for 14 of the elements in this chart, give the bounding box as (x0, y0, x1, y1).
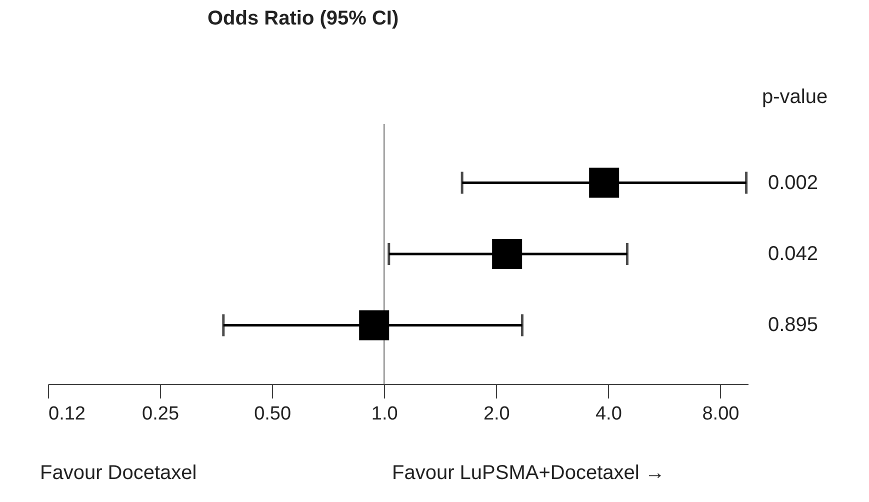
text: 0.895 (768, 314, 818, 336)
text: Favour LuPSMA+Docetaxel → (392, 462, 665, 485)
x-tick-label: 0.50 (254, 404, 292, 424)
x-tick-label: 2.0 (483, 404, 510, 424)
x-tick-label: 0.25 (142, 404, 180, 424)
text: Favour Docetaxel (40, 462, 197, 485)
x-tick-label: 4.0 (595, 404, 622, 424)
text: 0.002 (768, 172, 818, 194)
text: 0.042 (768, 243, 818, 265)
x-tick-label: 0.12 (48, 404, 86, 424)
chart-title: Odds Ratio (95% CI) (208, 7, 399, 30)
x-tick-label: 1.0 (371, 404, 398, 424)
text: p-value (762, 86, 828, 109)
x-tick-label: 8.00 (702, 404, 740, 424)
